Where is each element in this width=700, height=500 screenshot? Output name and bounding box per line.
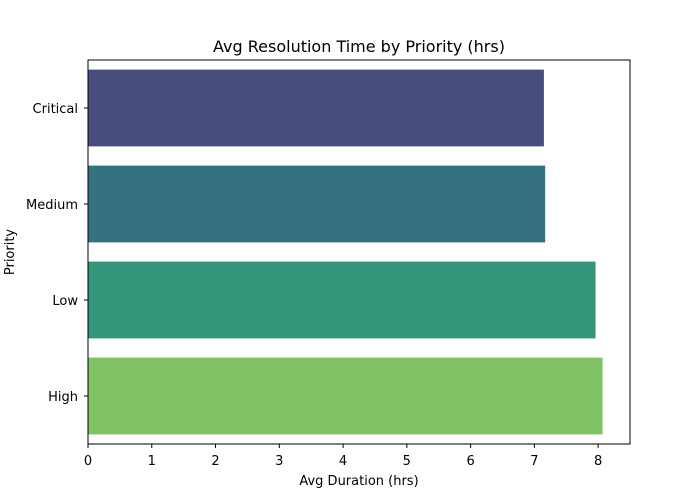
x-tick-label-8: 8 xyxy=(594,454,602,469)
x-tick-label-0: 0 xyxy=(84,454,92,469)
x-tick-label-6: 6 xyxy=(466,454,474,469)
x-tick-label-3: 3 xyxy=(275,454,283,469)
y-axis-ticks: Critical Medium Low High xyxy=(26,102,88,405)
bar-critical xyxy=(88,69,544,147)
x-tick-label-7: 7 xyxy=(530,454,538,469)
x-axis-ticks: 0 1 2 3 4 5 6 7 8 xyxy=(84,444,602,469)
bar-high xyxy=(88,357,603,435)
bar-medium xyxy=(88,165,546,243)
y-axis-label: Priority xyxy=(3,229,18,276)
y-tick-label-low: Low xyxy=(52,294,78,309)
x-tick-label-2: 2 xyxy=(211,454,219,469)
x-tick-label-4: 4 xyxy=(339,454,347,469)
y-tick-label-critical: Critical xyxy=(33,102,78,117)
x-tick-label-1: 1 xyxy=(148,454,156,469)
x-axis-label: Avg Duration (hrs) xyxy=(299,474,418,489)
y-tick-label-medium: Medium xyxy=(26,198,78,213)
plot-frame xyxy=(87,59,631,445)
bars-group xyxy=(88,69,603,435)
chart-title: Avg Resolution Time by Priority (hrs) xyxy=(213,37,505,56)
y-tick-label-high: High xyxy=(48,390,78,405)
x-tick-label-5: 5 xyxy=(403,454,411,469)
bar-low xyxy=(88,261,596,339)
